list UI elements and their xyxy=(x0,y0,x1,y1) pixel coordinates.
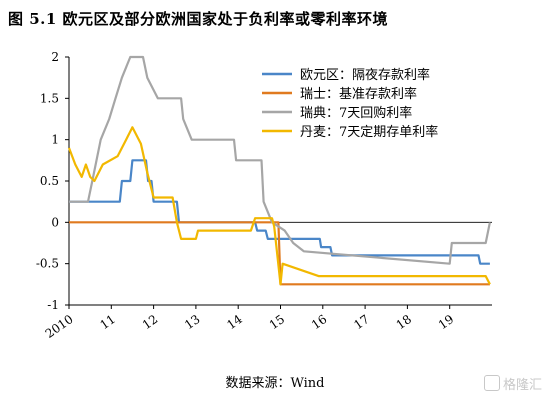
watermark-text: 格隆汇 xyxy=(502,378,542,393)
x-tick-label: 19 xyxy=(436,312,457,332)
x-tick-label: 18 xyxy=(394,312,415,332)
x-tick-label: 17 xyxy=(351,312,372,332)
watermark-icon xyxy=(483,375,500,391)
y-tick-label: 0 xyxy=(51,215,59,229)
y-tick-label: -1 xyxy=(47,298,59,312)
legend-label-4: 丹麦：7天定期存单利率 xyxy=(300,124,438,140)
watermark-logo: 格隆汇 xyxy=(483,374,542,393)
y-tick-label: -0.5 xyxy=(36,257,59,271)
x-tick-label: 11 xyxy=(97,312,118,332)
data-source-note: 数据来源：Wind xyxy=(225,376,325,391)
series-line-2 xyxy=(69,221,490,286)
legend-label-1: 欧元区：隔夜存款利率 xyxy=(300,67,430,83)
legend-label-2: 瑞士：基准存款利率 xyxy=(300,86,417,102)
legend-label-3: 瑞典：7天回购利率 xyxy=(300,105,412,121)
x-tick-label: 12 xyxy=(140,312,161,332)
y-tick-label: 1.5 xyxy=(40,91,59,105)
figure-title: 图 5.1 欧元区及部分欧洲国家处于负利率或零利率环境 xyxy=(8,10,389,28)
y-tick-label: 1 xyxy=(51,133,59,147)
y-tick-label: 0.5 xyxy=(40,174,59,188)
x-axis-ticks: 2010 11 12 13 14 15 16 17 18 19 xyxy=(43,305,457,341)
x-tick-label: 14 xyxy=(224,312,245,332)
x-tick-label: 2010 xyxy=(43,312,76,341)
series-lines xyxy=(67,55,491,286)
y-axis-ticks: -1 -0.5 0 0.5 1 1.5 2 xyxy=(36,50,69,312)
series-line-3 xyxy=(69,55,491,265)
x-tick-label: 13 xyxy=(182,312,203,332)
x-tick-label: 16 xyxy=(309,312,330,332)
series-line-4 xyxy=(67,126,491,286)
y-tick-label: 2 xyxy=(51,50,59,64)
x-tick-label: 15 xyxy=(267,312,288,332)
